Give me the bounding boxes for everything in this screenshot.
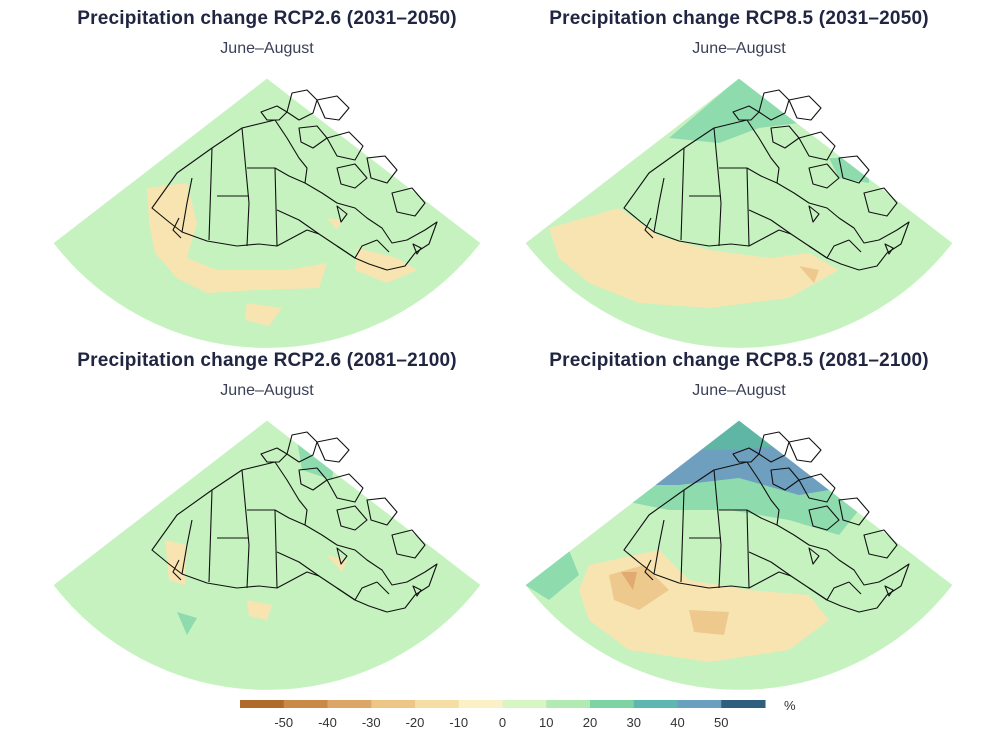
colorbar-swatch <box>415 700 460 708</box>
colorbar-tick-label: -30 <box>362 715 381 730</box>
panel-subtitle: June–August <box>692 382 786 399</box>
precipitation-map <box>524 419 954 690</box>
colorbar-tick-label: -50 <box>274 715 293 730</box>
colorbar-tick-label: 40 <box>670 715 684 730</box>
colorbar-tick-label: 30 <box>627 715 641 730</box>
panel-subtitle: June–August <box>220 40 314 57</box>
colorbar-tick-label: -20 <box>406 715 425 730</box>
colorbar-swatch <box>458 700 503 708</box>
map-panel-rcp85-2031-2050: Precipitation change RCP8.5 (2031–2050) … <box>509 8 969 348</box>
panel-title: Precipitation change RCP2.6 (2081–2100) <box>77 350 457 371</box>
precipitation-map <box>52 77 482 348</box>
colorbar-swatch <box>590 700 635 708</box>
colorbar-swatch <box>502 700 547 708</box>
colorbar-swatch <box>240 700 285 708</box>
colorbar-swatch <box>371 700 416 708</box>
panel-title: Precipitation change RCP8.5 (2081–2100) <box>549 350 929 371</box>
colorbar-tick-label: -40 <box>318 715 337 730</box>
colorbar-tick-label: 0 <box>499 715 506 730</box>
precipitation-map <box>524 77 954 348</box>
colorbar-svg: -50 -40 -30 -20 -10 0 10 20 30 40 50 % <box>240 698 796 730</box>
colorbar-tick-label: 10 <box>539 715 553 730</box>
panel-subtitle: June–August <box>692 40 786 57</box>
precipitation-map <box>52 419 482 690</box>
colorbar-tick-label: 20 <box>583 715 597 730</box>
colorbar-swatch <box>546 700 591 708</box>
colorbar-unit: % <box>784 700 796 713</box>
colorbar-swatch <box>677 700 722 708</box>
colorbar-tick-label: -10 <box>449 715 468 730</box>
map-panel-rcp26-2031-2050: Precipitation change RCP2.6 (2031–2050) … <box>37 8 497 348</box>
colorbar-swatch <box>633 700 678 708</box>
colorbar-swatch <box>721 700 766 708</box>
map-panel-rcp26-2081-2100: Precipitation change RCP2.6 (2081–2100) … <box>37 350 497 690</box>
colorbar: -50 -40 -30 -20 -10 0 10 20 30 40 50 % <box>240 698 800 740</box>
panel-subtitle: June–August <box>220 382 314 399</box>
panel-title: Precipitation change RCP8.5 (2031–2050) <box>549 8 929 29</box>
colorbar-swatch <box>283 700 328 708</box>
map-panel-rcp85-2081-2100: Precipitation change RCP8.5 (2081–2100) … <box>509 350 969 690</box>
panel-title: Precipitation change RCP2.6 (2031–2050) <box>77 8 457 29</box>
colorbar-tick-label: 50 <box>714 715 728 730</box>
colorbar-swatch <box>327 700 372 708</box>
